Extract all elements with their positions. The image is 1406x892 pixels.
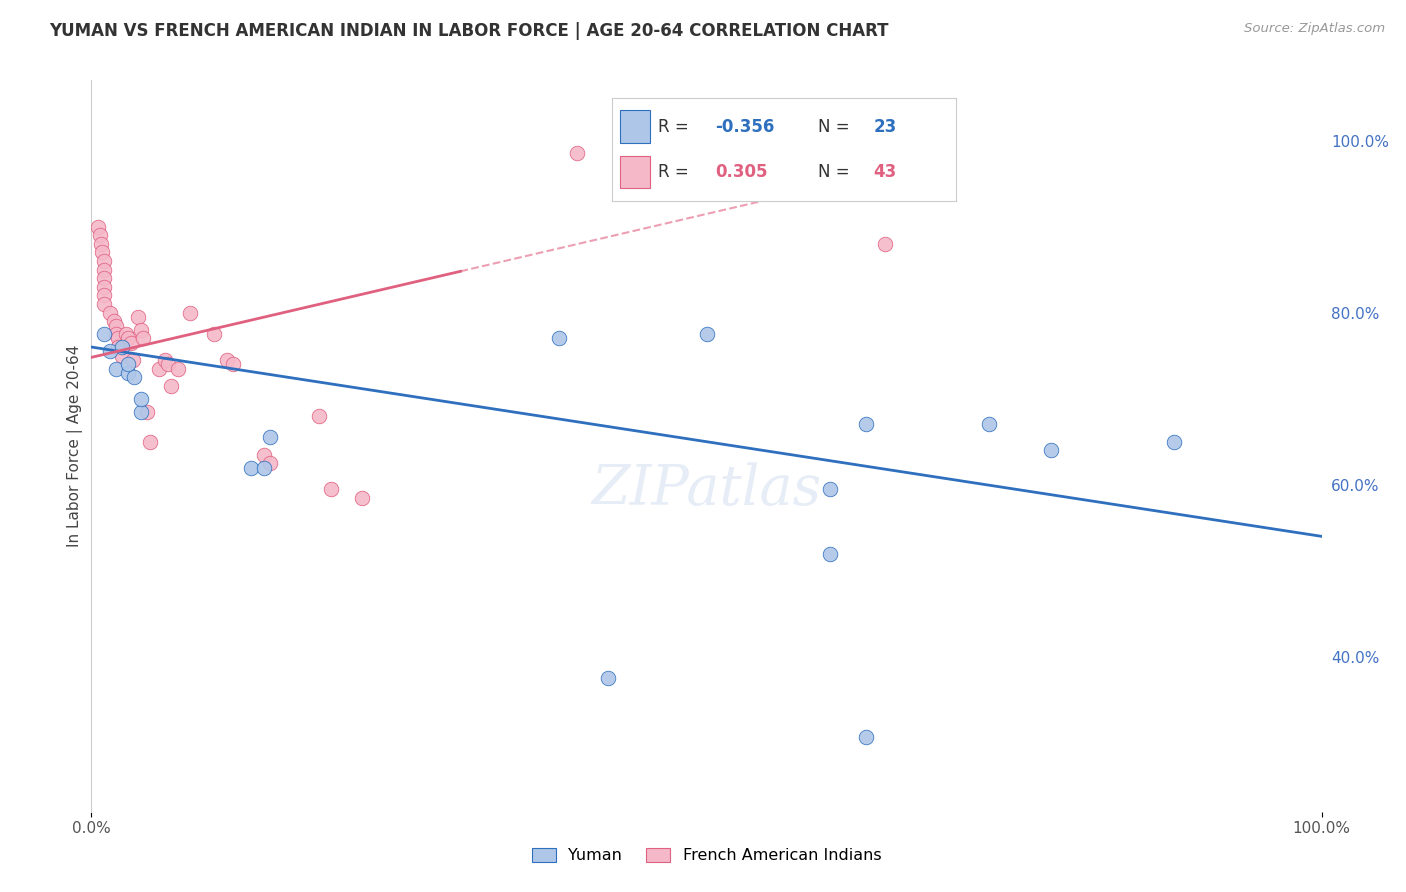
Text: ZIPatlas: ZIPatlas [592,463,821,517]
Bar [620,111,650,144]
Point [259,456,281,470]
Legend: Yuman, French American Indians: Yuman, French American Indians [526,841,887,870]
Point [979,417,1001,432]
Point [148,361,170,376]
Point [240,460,263,475]
Point [103,314,125,328]
Point [259,430,281,444]
Point [202,327,225,342]
Point [117,331,139,345]
Point [1039,443,1063,458]
Point [253,460,276,475]
Point [124,370,146,384]
Text: -0.356: -0.356 [716,118,775,136]
Point [86,219,108,234]
Point [129,323,152,337]
Point [129,392,152,406]
Point [122,353,145,368]
Point [93,280,115,294]
Point [93,327,115,342]
Point [91,245,114,260]
Point [114,327,138,342]
Point [818,547,841,561]
Point [117,366,139,380]
Point [98,344,121,359]
Point [93,262,115,277]
Point [117,357,139,371]
Point [132,331,155,345]
Point [818,482,841,496]
Point [98,305,121,319]
Point [352,491,374,505]
Point [139,434,162,449]
Point [89,228,111,243]
Point [93,288,115,302]
Point [321,482,343,496]
Point [90,236,112,251]
Point [567,146,589,161]
Point [127,310,149,324]
Text: 43: 43 [873,163,897,181]
Point [222,357,245,371]
Point [120,335,142,350]
Point [855,417,877,432]
Text: R =: R = [658,118,695,136]
Point [107,340,129,354]
Text: Source: ZipAtlas.com: Source: ZipAtlas.com [1244,22,1385,36]
Text: R =: R = [658,163,699,181]
Point [111,340,134,354]
Text: N =: N = [818,118,855,136]
Y-axis label: In Labor Force | Age 20-64: In Labor Force | Age 20-64 [67,345,83,547]
Point [166,361,188,376]
Point [156,357,179,371]
Point [93,254,115,268]
Text: 0.305: 0.305 [716,163,768,181]
Point [153,353,177,368]
Point [904,168,927,182]
Point [596,671,619,685]
Text: YUMAN VS FRENCH AMERICAN INDIAN IN LABOR FORCE | AGE 20-64 CORRELATION CHART: YUMAN VS FRENCH AMERICAN INDIAN IN LABOR… [49,22,889,40]
Point [105,327,127,342]
Point [93,297,115,311]
Point [253,448,276,462]
Point [547,331,569,345]
Point [160,378,183,392]
Point [695,327,717,342]
Point [308,409,330,423]
Point [105,318,127,333]
Point [179,305,201,319]
Point [93,271,115,285]
Point [135,404,157,418]
Point [105,361,127,376]
Point [1163,434,1185,449]
Point [129,404,152,418]
Point [215,353,238,368]
Bar [620,155,650,188]
Point [107,331,129,345]
Text: 23: 23 [873,118,897,136]
Point [873,236,896,251]
Point [111,349,134,363]
Point [855,730,877,744]
Text: N =: N = [818,163,855,181]
